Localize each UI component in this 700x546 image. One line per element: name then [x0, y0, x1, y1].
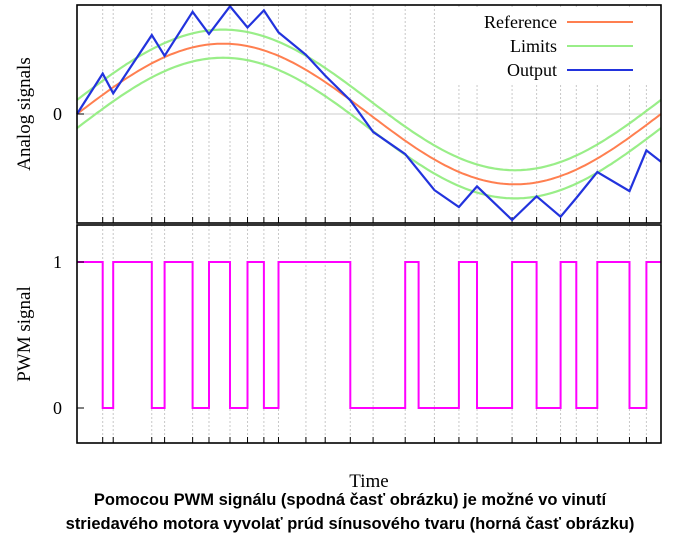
bottom-ytick-label-0: 0: [53, 398, 62, 418]
output-line: [76, 4, 662, 222]
reference-line: [76, 42, 662, 186]
bottom-ytick-label-1: 1: [53, 252, 62, 272]
limit-lower-line: [76, 56, 662, 200]
caption-line-2: striedavého motora vyvolať prúd sínusové…: [65, 515, 635, 533]
caption-line-1: Pomocou PWM signálu (spodná časť obrázku…: [93, 491, 607, 509]
bottom-ylabel: PWM signal: [14, 286, 35, 382]
x-axis-label: Time: [349, 471, 388, 492]
legend-label-limits: Limits: [510, 36, 557, 56]
bottom-series-group: [77, 261, 661, 409]
top-series-group: [76, 4, 662, 222]
bottom-grid-lines: [102, 225, 647, 443]
legend-label-reference: Reference: [484, 12, 557, 32]
legend: Reference Limits Output: [455, 8, 659, 84]
pwm-line: [77, 261, 661, 409]
top-ylabel: Analog signals: [14, 57, 35, 170]
legend-label-output: Output: [507, 60, 557, 80]
figure-caption: Pomocou PWM signálu (spodná časť obrázku…: [0, 488, 700, 536]
bottom-plot-frame: [76, 224, 662, 444]
top-ytick-label-0: 0: [53, 104, 62, 124]
